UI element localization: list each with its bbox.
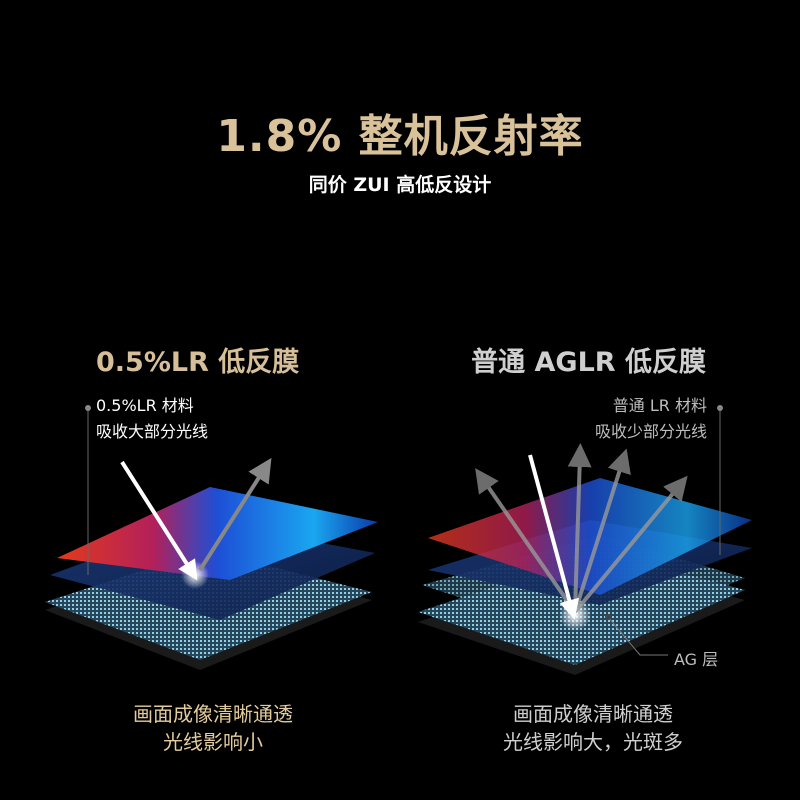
- right-note: 普通 LR 材料 吸收少部分光线: [595, 393, 707, 445]
- left-footer: 画面成像清晰通透 光线影响小: [63, 700, 363, 756]
- right-footer: 画面成像清晰通透 光线影响大，光斑多: [443, 700, 743, 756]
- ag-layer-label: AG 层: [674, 650, 719, 669]
- right-layer-stack: [418, 405, 752, 675]
- screen-layer: [57, 487, 378, 580]
- right-note-line: 普通 LR 材料: [612, 396, 707, 415]
- left-note: 0.5%LR 材料 吸收大部分光线: [96, 393, 208, 445]
- right-note-line: 吸收少部分光线: [594, 422, 707, 441]
- left-note-line: 吸收大部分光线: [96, 422, 209, 441]
- left-note-line: 0.5%LR 材料: [96, 396, 194, 415]
- left-layer-stack: [45, 405, 378, 670]
- page-title: 1.8% 整机反射率: [216, 111, 584, 162]
- right-footer-line: 光线影响大，光斑多: [503, 730, 683, 754]
- page-subtitle: 同价 ZUI 高低反设计: [308, 174, 492, 196]
- right-heading: 普通 AGLR 低反膜: [471, 347, 706, 378]
- left-footer-line: 光线影响小: [163, 730, 263, 754]
- left-footer-line: 画面成像清晰通透: [133, 702, 293, 726]
- left-heading: 0.5%LR 低反膜: [96, 347, 300, 378]
- right-footer-line: 画面成像清晰通透: [513, 702, 673, 726]
